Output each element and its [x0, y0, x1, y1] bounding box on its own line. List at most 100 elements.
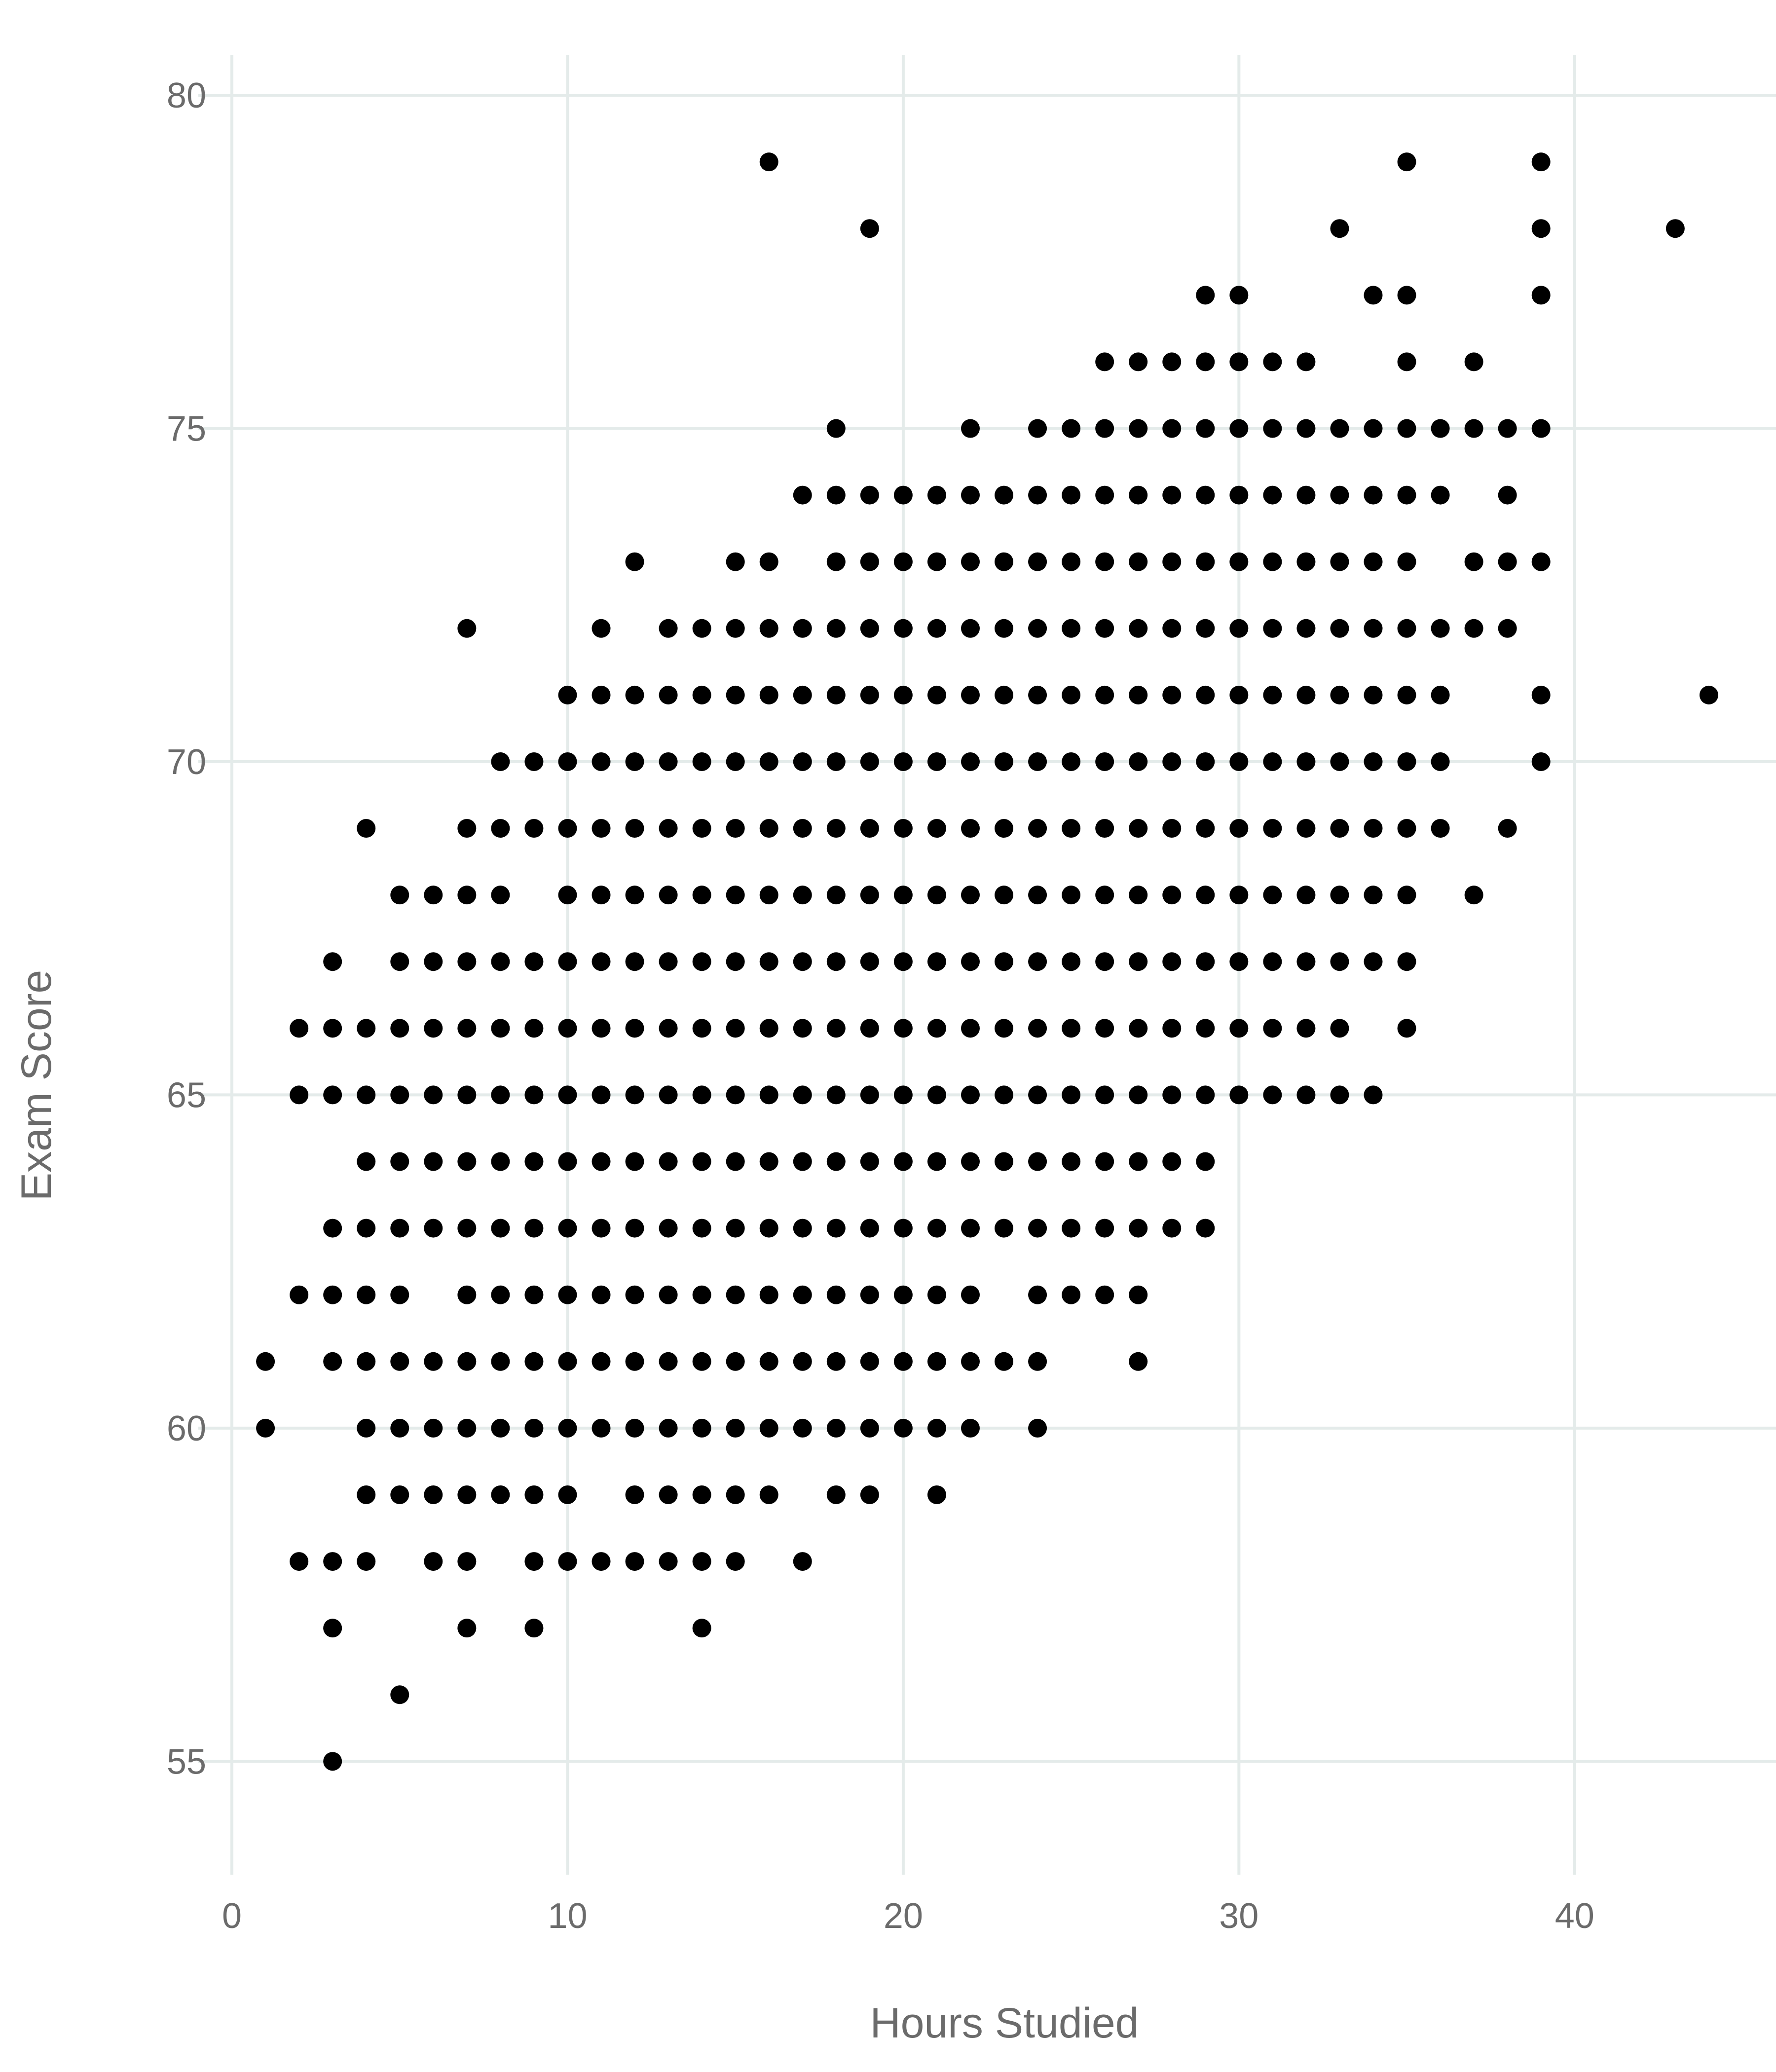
data-point	[1229, 286, 1249, 305]
data-point	[961, 485, 980, 505]
data-point	[1028, 1085, 1047, 1105]
data-point	[893, 619, 913, 638]
data-point	[759, 1352, 778, 1371]
data-point	[1162, 1085, 1182, 1105]
data-point	[860, 619, 879, 638]
data-point	[1095, 1085, 1114, 1105]
data-point	[659, 685, 678, 704]
data-point	[1129, 552, 1148, 571]
data-point	[457, 1285, 477, 1304]
data-point	[759, 552, 778, 571]
data-point	[625, 886, 644, 905]
y-tick-label: 65	[167, 1075, 206, 1115]
data-point	[1397, 685, 1416, 704]
data-point	[793, 485, 812, 505]
data-point	[1397, 1019, 1416, 1038]
data-point	[457, 1418, 477, 1438]
data-point	[1364, 952, 1383, 971]
data-point	[491, 1485, 510, 1504]
data-point	[625, 685, 644, 704]
data-point	[793, 819, 812, 838]
data-point	[1095, 819, 1114, 838]
data-point	[961, 1285, 980, 1304]
data-point	[1162, 485, 1182, 505]
data-point	[860, 1285, 879, 1304]
data-point	[524, 752, 544, 771]
data-point	[256, 1352, 275, 1371]
data-point	[625, 752, 644, 771]
data-point	[927, 1352, 946, 1371]
data-point	[457, 1552, 477, 1571]
data-point	[759, 1019, 778, 1038]
data-point	[524, 1485, 544, 1504]
data-point	[625, 1485, 644, 1504]
data-point	[1129, 752, 1148, 771]
data-point	[1162, 1219, 1182, 1238]
data-point	[927, 485, 946, 505]
data-point	[1062, 685, 1081, 704]
data-point	[1498, 419, 1517, 438]
data-point	[826, 1485, 846, 1504]
x-tick-label: 30	[1219, 1896, 1258, 1936]
data-point	[692, 1418, 711, 1438]
data-point	[860, 886, 879, 905]
data-point	[692, 1152, 711, 1171]
data-point	[1330, 886, 1349, 905]
data-point	[793, 952, 812, 971]
data-point	[1129, 1085, 1148, 1105]
data-point	[1498, 819, 1517, 838]
data-point	[524, 1219, 544, 1238]
data-point	[1129, 1352, 1148, 1371]
data-point	[592, 819, 611, 838]
data-point	[1229, 352, 1249, 371]
data-point	[1397, 819, 1416, 838]
data-point	[961, 1085, 980, 1105]
data-point	[826, 1019, 846, 1038]
data-point	[1095, 952, 1114, 971]
data-point	[826, 685, 846, 704]
data-point	[826, 886, 846, 905]
data-point	[1095, 352, 1114, 371]
data-point	[1129, 1285, 1148, 1304]
data-point	[927, 1418, 946, 1438]
data-point	[457, 1352, 477, 1371]
data-point	[860, 219, 879, 238]
data-point	[1196, 819, 1215, 838]
data-point	[927, 552, 946, 571]
data-point	[323, 1085, 342, 1105]
data-point	[424, 952, 443, 971]
data-point	[1162, 619, 1182, 638]
data-point	[860, 1418, 879, 1438]
data-point	[592, 1019, 611, 1038]
data-point	[793, 1285, 812, 1304]
data-point	[1263, 419, 1282, 438]
data-point	[424, 1019, 443, 1038]
data-point	[1431, 752, 1450, 771]
data-point	[995, 1219, 1014, 1238]
data-point	[659, 1418, 678, 1438]
data-point	[995, 1019, 1014, 1038]
data-point	[558, 886, 577, 905]
data-point	[692, 1619, 711, 1638]
data-point	[1330, 419, 1349, 438]
data-point	[726, 685, 745, 704]
data-point	[1330, 952, 1349, 971]
data-point	[1397, 419, 1416, 438]
y-tick-label: 55	[167, 1742, 206, 1781]
y-tick-label: 80	[167, 76, 206, 115]
data-point	[558, 752, 577, 771]
data-point	[1095, 419, 1114, 438]
data-point	[759, 952, 778, 971]
data-point	[390, 1352, 409, 1371]
data-point	[995, 886, 1014, 905]
data-point	[390, 1152, 409, 1171]
data-point	[860, 1219, 879, 1238]
data-point	[659, 952, 678, 971]
data-point	[1062, 1152, 1081, 1171]
data-point	[592, 1285, 611, 1304]
data-point	[759, 619, 778, 638]
data-point	[1296, 886, 1316, 905]
data-point	[390, 1019, 409, 1038]
data-point	[1062, 752, 1081, 771]
data-point	[961, 1219, 980, 1238]
